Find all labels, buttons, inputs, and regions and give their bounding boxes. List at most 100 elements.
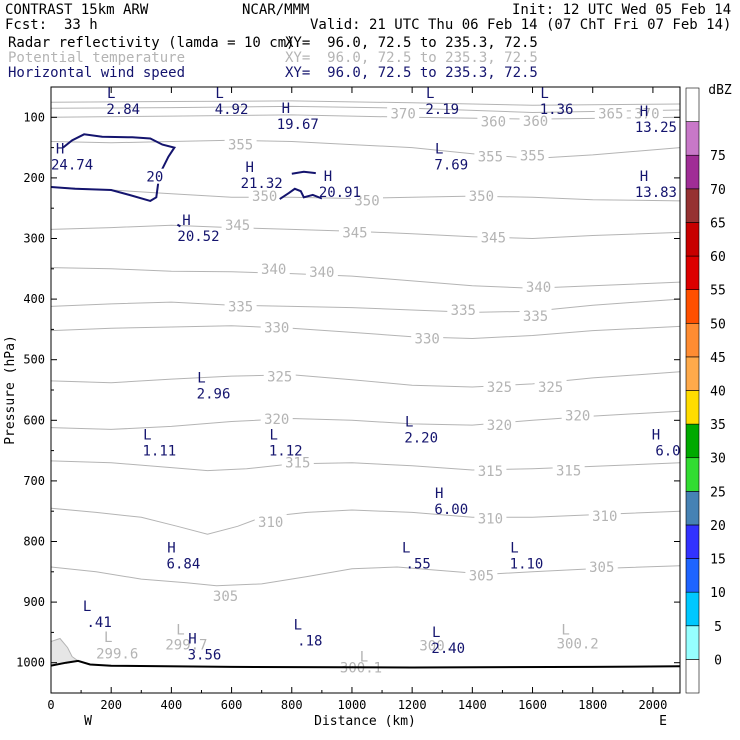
theta-label: 305 — [589, 560, 614, 576]
wind-extremum-type: H — [652, 428, 660, 444]
theta-extremum-letter: L — [561, 622, 569, 638]
x-tick-label: 1000 — [338, 698, 367, 712]
theta-label-bg — [474, 463, 507, 479]
wind-extremum-value: 7.69 — [434, 158, 468, 174]
theta-label-bg — [248, 188, 281, 204]
wind-extremum-value: 1.11 — [142, 444, 176, 460]
wind-extremum-type: L — [107, 86, 115, 102]
x-tick-label: 600 — [221, 698, 243, 712]
theta-label: 345 — [225, 218, 250, 234]
field-reflectivity-name: Radar reflectivity (lamda = 10 cm) — [8, 35, 295, 51]
theta-label-bg — [305, 263, 338, 279]
theta-label-bg — [519, 112, 552, 128]
wind-extremum-value: .41 — [87, 615, 112, 631]
colorbar-label: 65 — [710, 216, 726, 231]
theta-label: 350 — [469, 189, 494, 205]
theta-label: 370 — [390, 107, 415, 123]
colorbar-label: 25 — [710, 485, 726, 500]
theta-label-bg — [477, 229, 510, 245]
wind-extremum-value: .55 — [406, 556, 431, 572]
wind-extremum-value: 2.96 — [197, 387, 231, 403]
theta-label: 315 — [478, 464, 503, 480]
y-tick-label: 100 — [23, 110, 45, 124]
theta-label: 325 — [538, 380, 563, 396]
theta-contour-370 — [51, 100, 680, 106]
wind-extremum-type: H — [245, 160, 253, 176]
theta-label-bg — [221, 217, 254, 233]
theta-label: 335 — [523, 309, 548, 325]
theta-label: 350 — [252, 189, 277, 205]
theta-label: 325 — [487, 380, 512, 396]
theta-label: 360 — [523, 114, 548, 130]
theta-label: 310 — [478, 511, 503, 527]
colorbar-label: 15 — [710, 553, 726, 568]
forecast-hours: 33 h — [64, 17, 98, 33]
wind-extremum-type: L — [432, 625, 440, 641]
theta-label: 330 — [415, 331, 440, 347]
colorbar-swatch — [685, 423, 700, 459]
wind-extremum-value: 13.83 — [635, 185, 677, 201]
theta-label: 355 — [520, 148, 545, 164]
colorbar-swatch — [685, 188, 700, 223]
theta-label: 340 — [309, 265, 334, 281]
x-tick-label: 200 — [100, 698, 122, 712]
theta-label-bg — [260, 319, 293, 335]
theta-label: 350 — [354, 193, 379, 209]
theta-label-bg — [281, 454, 314, 470]
theta-label: 355 — [228, 138, 253, 154]
y-tick-label: 300 — [23, 232, 45, 246]
colorbar-swatch — [685, 289, 700, 324]
wind-extremum-value: 21.32 — [241, 176, 283, 192]
colorbar-label: 35 — [710, 418, 726, 433]
axes: 0 200 400 600 800 1000 1200 1400 1600 1800 2000 100… — [16, 86, 680, 712]
theta-extremum-letter: L — [104, 630, 112, 646]
wind-extremum-type: H — [167, 540, 175, 556]
colorbar-swatch — [685, 491, 700, 526]
wind-extremum-type: L — [402, 540, 410, 556]
theta-label-bg — [534, 378, 567, 394]
theta-label-bg — [224, 136, 257, 152]
theta-contour-355 — [51, 139, 680, 160]
forecast-label: Fcst: — [5, 17, 48, 33]
theta-label: 345 — [481, 230, 506, 246]
wind-extremum-type: L — [294, 617, 302, 633]
wind-extremum-type: H — [640, 169, 648, 185]
wind-extremum-value: 19.67 — [277, 117, 319, 133]
colorbar-label: 40 — [710, 385, 726, 400]
wind-extremum-value: 2.20 — [404, 430, 438, 446]
wind-extremum-type: L — [405, 414, 413, 430]
theta-contour-305 — [51, 565, 680, 587]
y-tick-label: 700 — [23, 474, 45, 488]
theta-label-bg — [585, 558, 618, 574]
wind-extremum-type: L — [426, 86, 434, 102]
theta-label-bg — [465, 567, 498, 583]
wind-extremum-type: H — [182, 213, 190, 229]
wind-contour-label: 20 — [146, 170, 163, 186]
y-tick-label: 600 — [23, 413, 45, 427]
wind-extremum-type: L — [510, 540, 518, 556]
colorbar-swatch — [685, 121, 700, 156]
x-tick-label: 1400 — [458, 698, 487, 712]
theta-label-bg — [260, 411, 293, 427]
y-tick-label: 200 — [23, 171, 45, 185]
colorbar-swatch — [685, 87, 700, 122]
wind-extremum-type: H — [324, 169, 332, 185]
wind-extremum-value: 2.84 — [106, 102, 140, 118]
x-axis-label: Distance (km) — [314, 714, 416, 729]
wind-extremum-value: 6.84 — [167, 556, 201, 572]
colorbar-swatch — [685, 591, 700, 627]
wind-extremum-value: 20.52 — [177, 229, 219, 245]
theta-contour-360 — [51, 114, 680, 120]
theta-contour-335 — [51, 298, 680, 313]
theta-label: 320 — [264, 412, 289, 428]
colorbar-swatch — [685, 625, 700, 660]
colorbar-swatch — [685, 390, 700, 425]
theta-label-bg — [522, 278, 555, 294]
colorbar-label: 75 — [710, 149, 726, 164]
wind-extremum-value: 13.25 — [635, 120, 677, 136]
init-time: Init: 12 UTC Wed 05 Feb 14 — [512, 2, 732, 18]
x-tick-label: 2000 — [638, 698, 667, 712]
colorbar-swatch — [685, 255, 700, 290]
colorbar-swatch — [685, 524, 700, 559]
